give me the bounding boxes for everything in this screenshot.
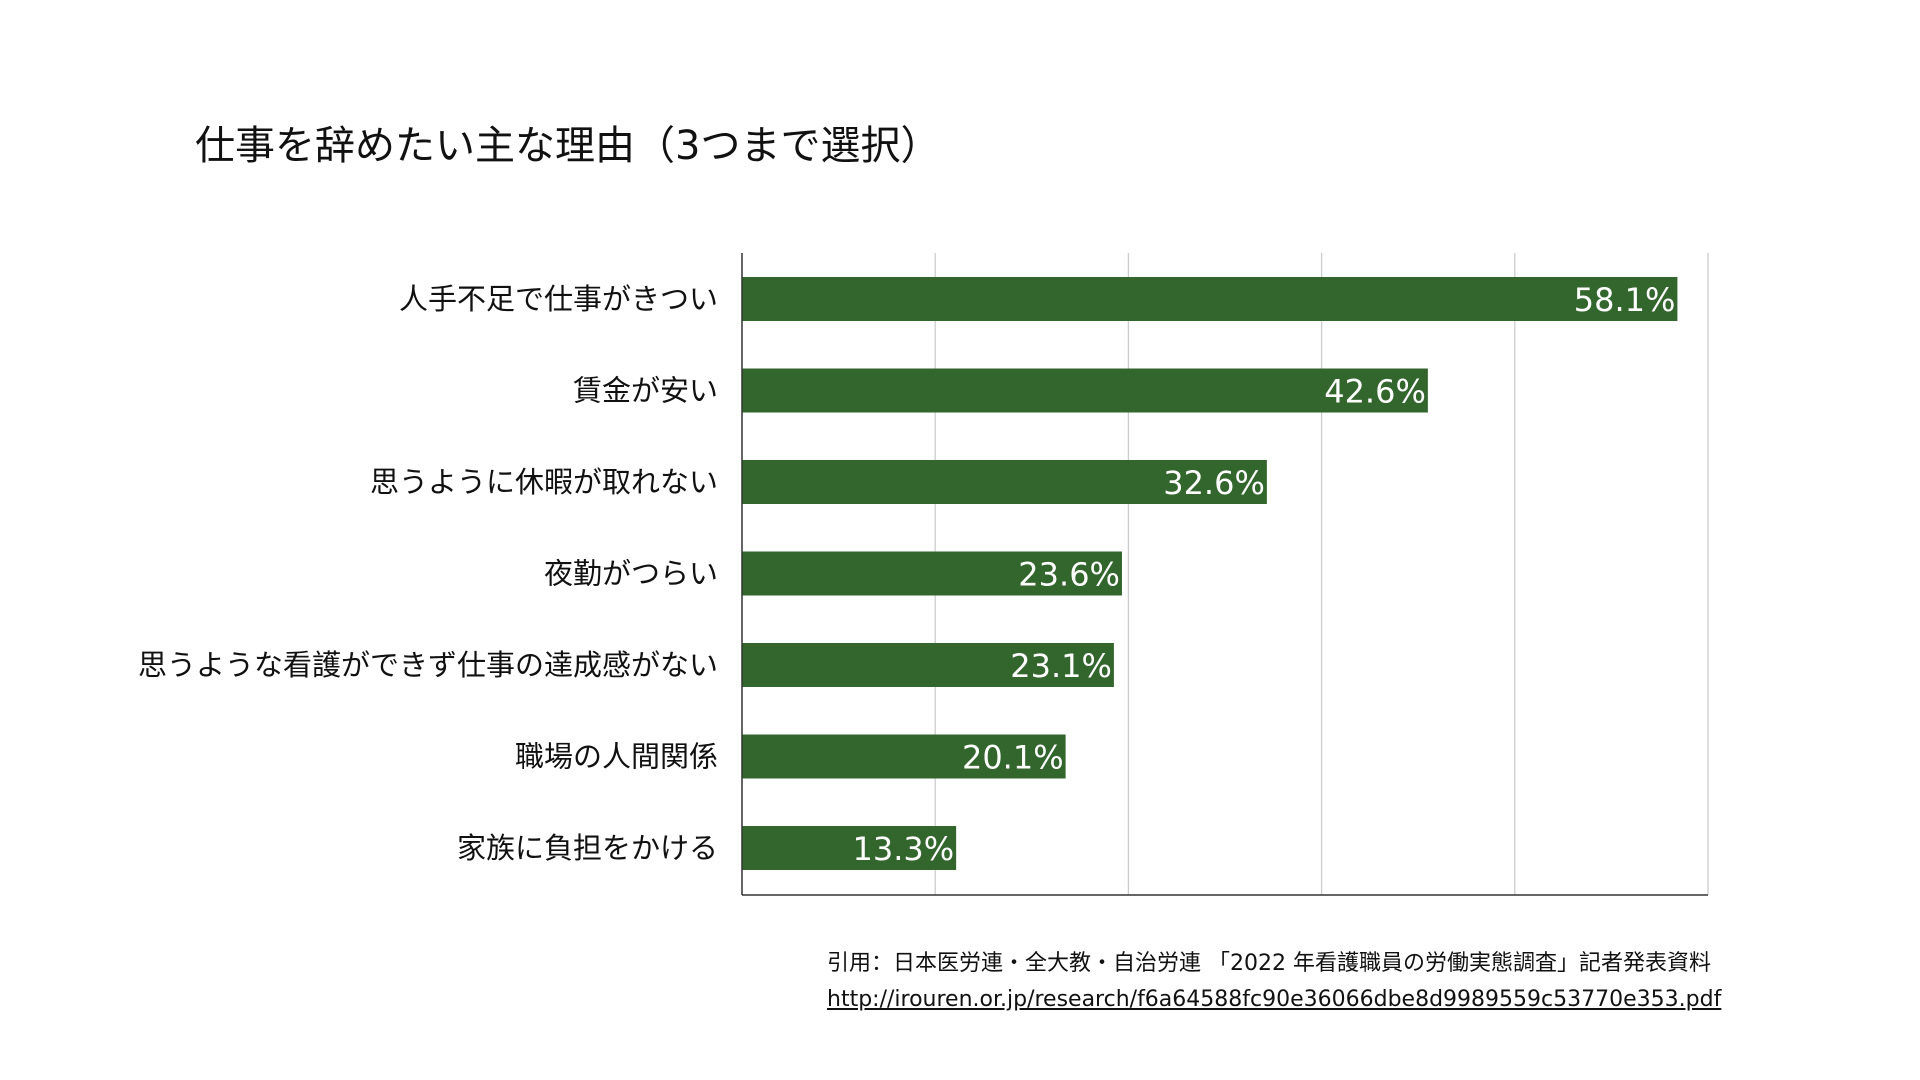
bars — [742, 277, 1678, 870]
category-label-1: 賃金が安い — [573, 374, 718, 408]
data-label-5: 20.1% — [962, 739, 1064, 777]
grid-lines — [934, 253, 1709, 895]
bar-3 — [742, 551, 1122, 596]
source-block: 引用：日本医労連・全大教・自治労連 「2022 年看護職員の労働実態調査」記者発… — [827, 946, 1721, 1018]
bar-1 — [742, 368, 1428, 413]
category-label-2: 思うように休暇が取れない — [370, 465, 718, 499]
category-label-4: 思うような看護ができず仕事の達成感がない — [138, 648, 718, 682]
data-label-4: 23.1% — [1010, 647, 1112, 685]
category-label-0: 人手不足で仕事がきつい — [399, 282, 718, 316]
data-label-6: 13.3% — [852, 830, 954, 868]
category-label-5: 職場の人間関係 — [515, 740, 718, 774]
data-label-3: 23.6% — [1018, 556, 1120, 594]
bar-5 — [742, 734, 1066, 779]
bar-2 — [742, 460, 1267, 504]
chart-title: 仕事を辞めたい主な理由（3つまで選択） — [195, 123, 941, 169]
category-label-3: 夜勤がつらい — [544, 557, 718, 591]
bar-4 — [742, 643, 1114, 687]
data-label-0: 58.1% — [1574, 281, 1676, 319]
axes — [741, 253, 1708, 896]
category-labels: 人手不足で仕事がきつい賃金が安い思うように休暇が取れない夜勤がつらい思うような看… — [138, 282, 718, 865]
data-labels: 58.1% 42.6% 32.6% 23.6% 23.1% 20.1% 13.3% — [852, 281, 1675, 868]
source-citation: 引用：日本医労連・全大教・自治労連 「2022 年看護職員の労働実態調査」記者発… — [827, 951, 1711, 976]
source-url-link[interactable]: http://irouren.or.jp/research/f6a64588fc… — [827, 987, 1722, 1012]
category-label-6: 家族に負担をかける — [457, 831, 718, 865]
data-label-1: 42.6% — [1324, 373, 1426, 411]
bar-0 — [742, 277, 1678, 321]
data-label-2: 32.6% — [1163, 464, 1265, 502]
bar-6 — [742, 826, 957, 870]
